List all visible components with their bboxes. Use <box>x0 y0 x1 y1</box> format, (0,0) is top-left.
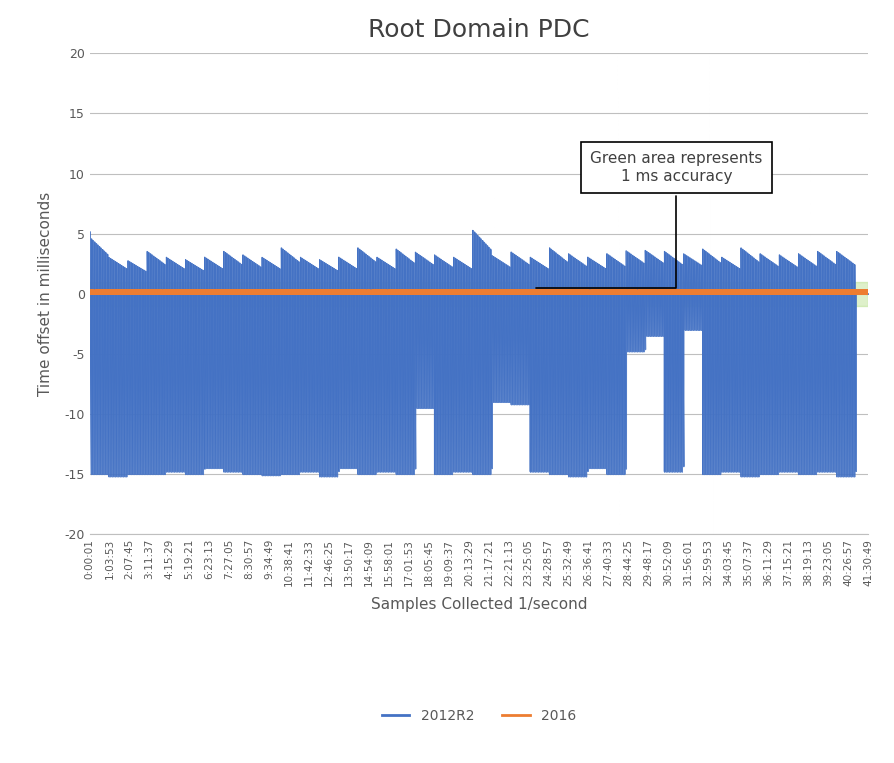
Legend: 2012R2, 2016: 2012R2, 2016 <box>375 704 581 729</box>
Title: Root Domain PDC: Root Domain PDC <box>367 18 589 42</box>
Bar <box>89 282 867 306</box>
Text: Green area represents
1 ms accuracy: Green area represents 1 ms accuracy <box>535 151 762 288</box>
Y-axis label: Time offset in milliseconds: Time offset in milliseconds <box>38 192 53 396</box>
X-axis label: Samples Collected 1/second: Samples Collected 1/second <box>370 597 586 612</box>
